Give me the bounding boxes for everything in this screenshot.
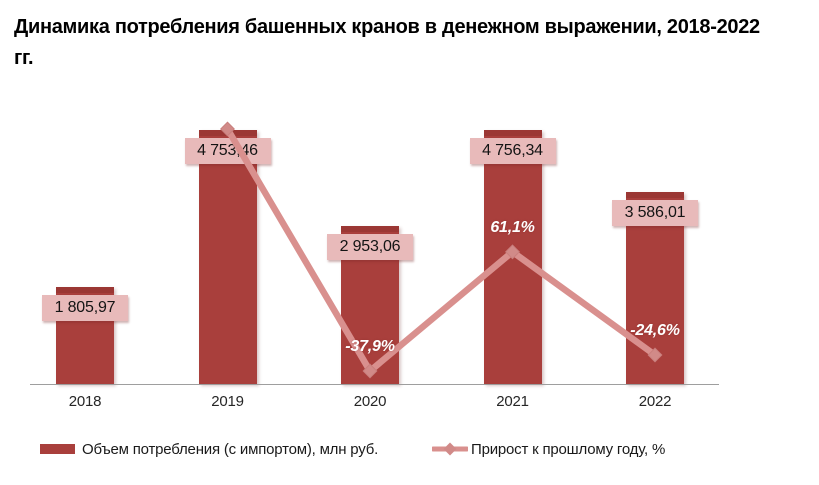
bar-top-cap [198,130,257,136]
bar-value-label: 3 586,01 [612,200,698,227]
line-point-label: 61,1% [490,218,535,236]
bar-value-label: 4 756,34 [469,137,556,164]
bar-series-swatch-icon [40,444,75,454]
bar-value-label: 1 805,97 [42,295,128,322]
x-axis-label: 2022 [638,393,672,410]
bar-top-cap [341,226,399,233]
legend-item-bars: Объем потребления (с импортом), млн руб. [40,438,378,460]
legend-item-line: Прирост к прошлому году, % [430,438,666,460]
legend: Объем потребления (с импортом), млн руб.… [0,438,819,462]
bar-top-cap [626,192,684,199]
x-axis-label: 2021 [496,393,529,410]
legend-label-bars: Объем потребления (с импортом), млн руб. [82,440,379,458]
line-point-label: -37,9% [345,338,395,355]
line-point-label: -24,6% [630,321,680,339]
bar-top-cap [483,129,542,136]
x-axis-label: 2019 [211,393,244,410]
bar-2021 [483,129,542,384]
bar-value-label: 4 753,46 [184,138,271,164]
legend-label-line: Прирост к прошлому году, % [471,440,666,458]
x-axis-label: 2018 [68,393,102,410]
x-axis-label: 2020 [353,393,387,410]
bar-top-cap [56,287,114,294]
bar-value-label: 2 953,06 [327,234,413,261]
bar-2019 [198,130,257,384]
x-axis-line [30,384,719,385]
chart-title: Динамика потребления башенных кранов в д… [14,16,760,69]
line-series-swatch-icon [430,442,470,456]
